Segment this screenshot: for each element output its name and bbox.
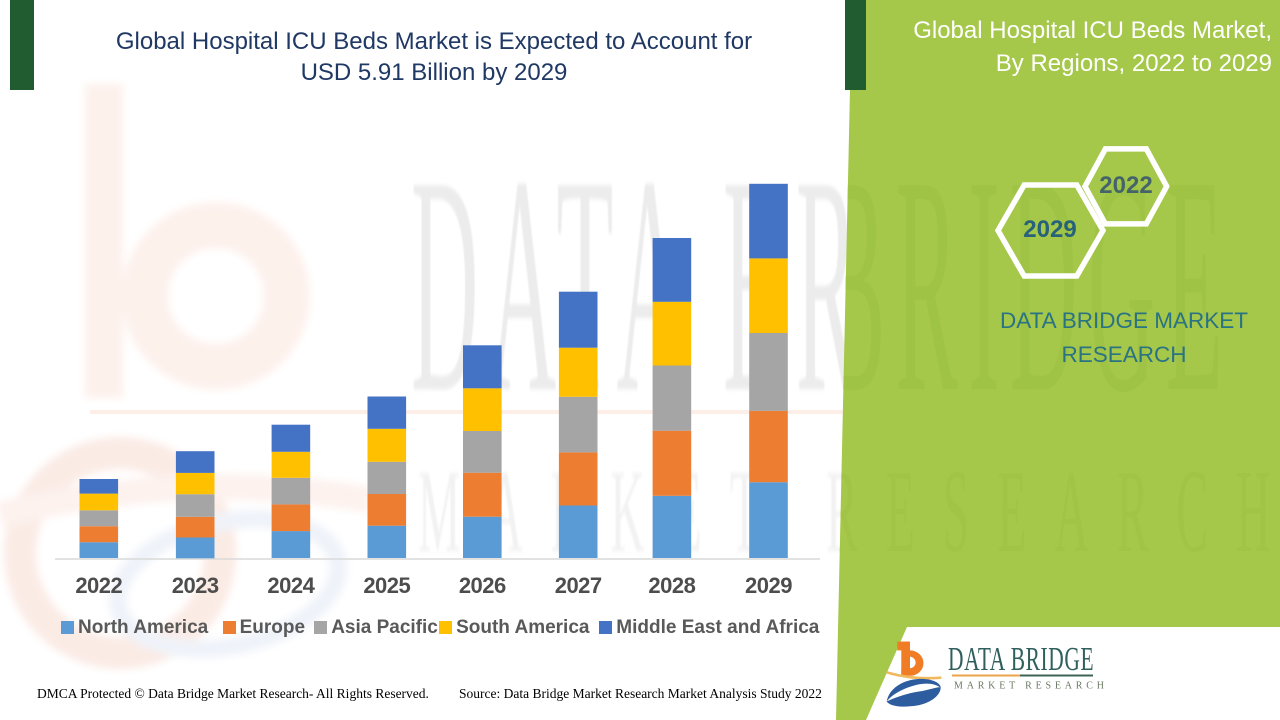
svg-text:MARKET RESEARCH: MARKET RESEARCH — [954, 681, 1108, 692]
svg-text:MARKET RESEARCH: MARKET RESEARCH — [418, 445, 1280, 578]
svg-text:DATA BRIDGE: DATA BRIDGE — [948, 641, 1094, 678]
